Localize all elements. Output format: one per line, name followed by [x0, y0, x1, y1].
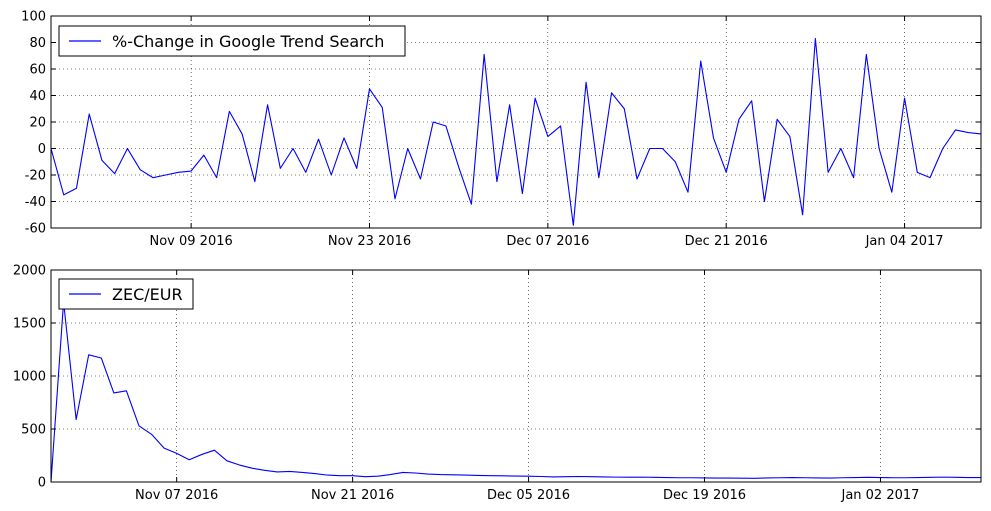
x-tick-label: Dec 05 2016	[487, 488, 570, 503]
chart-panel-zec-eur: 0 500 1000 1500 2000 Nov 07 2016 Nov 21 2016 De…	[13, 264, 982, 503]
y-tick-label: 40	[29, 89, 46, 104]
y-tick-label: 80	[29, 36, 46, 51]
y-tick-label: -40	[25, 195, 46, 210]
legend-box	[58, 25, 406, 57]
legend-label: %-Change in Google Trend Search	[112, 32, 384, 51]
series-group	[50, 37, 982, 226]
y-tick-label: 100	[21, 10, 46, 25]
chart-panel-google-trend: -60 -40 -20 0 20 40 60 80 100 Nov 09 2016 Nov 23 2…	[21, 10, 982, 249]
y-tick-label: 0	[38, 142, 46, 157]
y-tick-label: 1500	[13, 317, 46, 332]
series-group	[50, 301, 981, 483]
x-tick-label: Nov 09 2016	[150, 234, 233, 249]
x-tick-label: Dec 19 2016	[663, 488, 746, 503]
y-tick-label: 20	[29, 116, 46, 131]
y-tick-label: 0	[38, 476, 46, 491]
axis-ticks: -60 -40 -20 0 20 40 60 80 100 Nov 09 2016 Nov 23 2…	[21, 10, 981, 249]
legend: ZEC/EUR	[58, 278, 194, 310]
x-tick-label: Nov 07 2016	[135, 488, 218, 503]
y-tick-label: 2000	[13, 264, 46, 279]
y-tick-label: -20	[25, 169, 46, 184]
x-tick-label: Jan 04 2017	[865, 234, 944, 249]
series-line	[50, 301, 981, 483]
x-tick-label: Dec 21 2016	[685, 234, 768, 249]
legend: %-Change in Google Trend Search	[58, 25, 406, 57]
legend-label: ZEC/EUR	[112, 285, 183, 304]
x-tick-label: Nov 23 2016	[328, 234, 411, 249]
x-tick-label: Nov 21 2016	[311, 488, 394, 503]
axis-ticks: 0 500 1000 1500 2000 Nov 07 2016 Nov 21 2016 De…	[13, 264, 981, 503]
y-tick-label: 60	[29, 63, 46, 78]
x-tick-label: Jan 02 2017	[840, 488, 919, 503]
y-tick-label: 1000	[13, 370, 46, 385]
x-tick-label: Dec 07 2016	[506, 234, 589, 249]
grid-lines	[51, 270, 981, 482]
series-line	[50, 37, 982, 226]
y-tick-label: -60	[25, 222, 46, 237]
y-tick-label: 500	[21, 423, 46, 438]
